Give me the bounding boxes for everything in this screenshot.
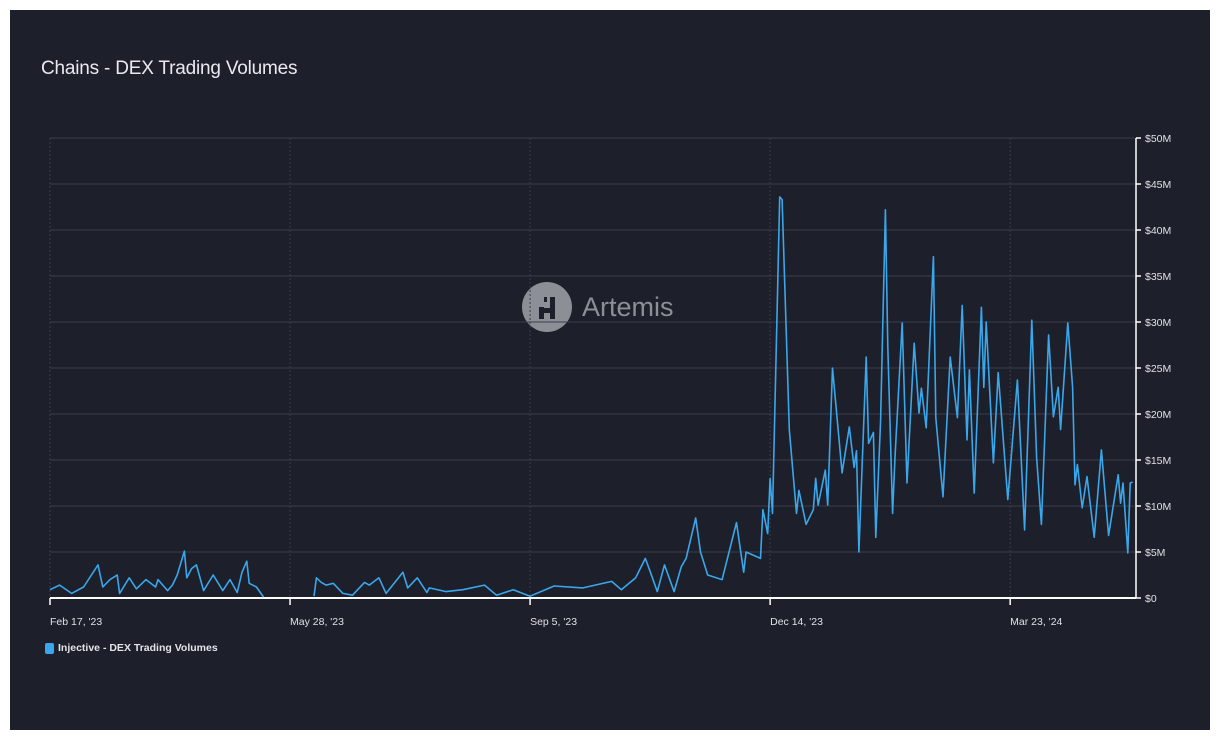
series-line-injective [49, 196, 1133, 598]
chart-title: Chains - DEX Trading Volumes [41, 58, 298, 79]
y-tick-label: $5M [1145, 547, 1165, 559]
y-tick-label: $10M [1145, 501, 1171, 513]
y-tick-label: $15M [1145, 455, 1171, 467]
y-tick-label: $45M [1145, 179, 1171, 191]
x-tick-label: Dec 14, '23 [770, 616, 823, 628]
watermark-text: Artemis [582, 291, 674, 322]
legend-label: Injective - DEX Trading Volumes [58, 642, 218, 654]
y-tick-label: $0 [1145, 593, 1157, 605]
y-tick-label: $50M [1145, 133, 1171, 145]
y-tick-label: $25M [1145, 363, 1171, 375]
y-tick-label: $20M [1145, 409, 1171, 421]
y-tick-label: $40M [1145, 225, 1171, 237]
x-tick-label: May 28, '23 [290, 616, 344, 628]
x-tick-label: Sep 5, '23 [530, 616, 577, 628]
x-tick-label: Mar 23, '24 [1010, 616, 1062, 628]
y-tick-label: $35M [1145, 271, 1171, 283]
y-tick-label: $30M [1145, 317, 1171, 329]
legend-item[interactable]: Injective - DEX Trading Volumes [45, 642, 218, 654]
x-tick-label: Feb 17, '23 [50, 616, 102, 628]
legend-swatch [45, 642, 54, 654]
